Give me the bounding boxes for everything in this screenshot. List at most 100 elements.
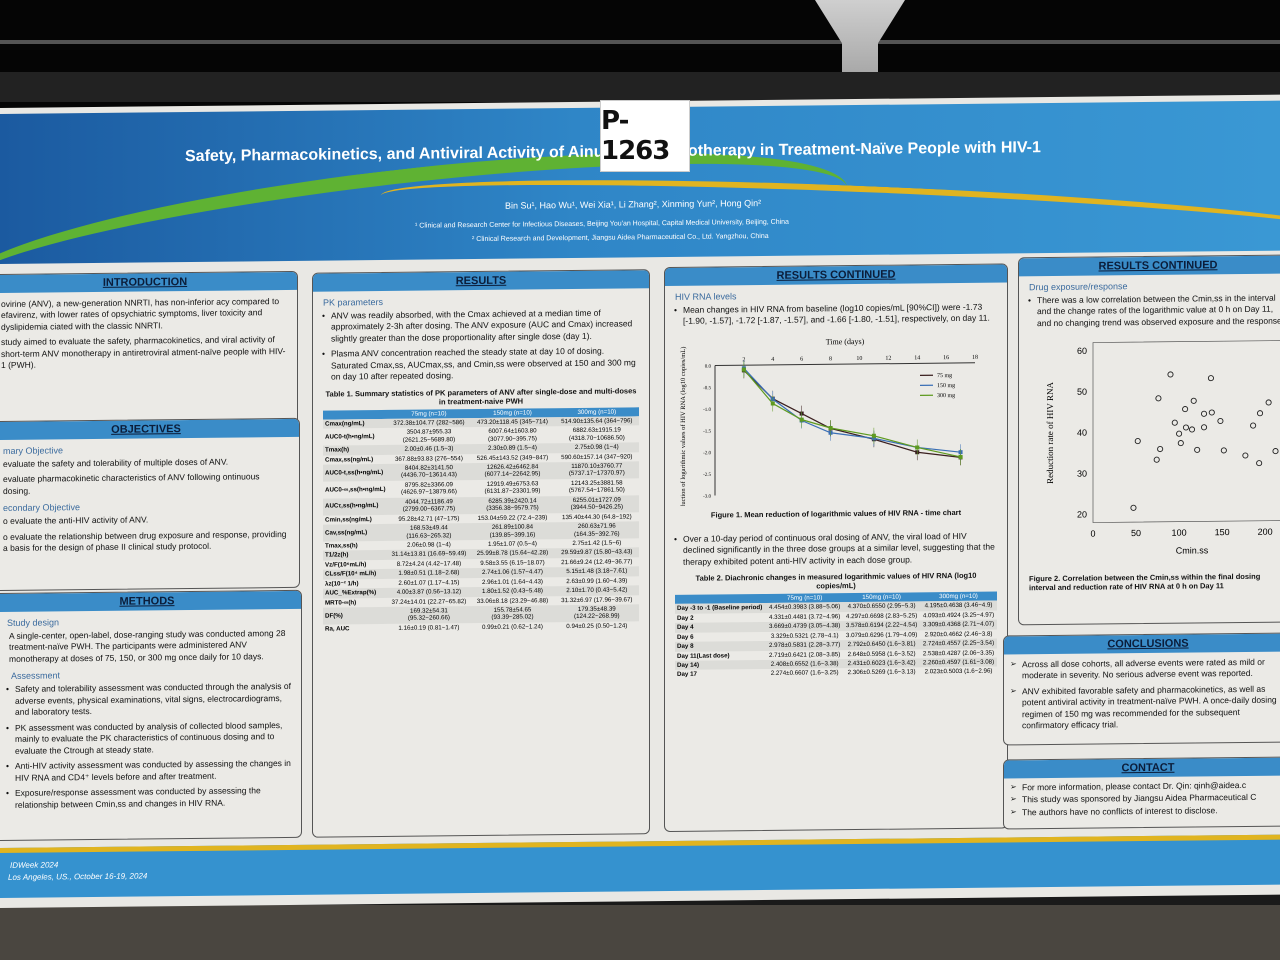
table-cell: 3504.87±955.33 (2621.25~5689.80) <box>402 428 456 444</box>
x-tick-label: 8 <box>829 356 832 362</box>
data-point <box>770 401 775 406</box>
table-cell: 12143.25±3881.58 (5767.54~17861.50) <box>568 479 625 495</box>
table-cell: 155.78±54.65 (93.39~285.02) <box>470 605 555 623</box>
objectives-section: OBJECTIVES mary Objective evaluate the s… <box>0 417 300 592</box>
y-tick-label: 60 <box>1077 346 1087 356</box>
scatter-point <box>1256 460 1263 467</box>
y-axis-title: Reduction of logarithmic values of HIV R… <box>680 346 687 505</box>
results-continued-section-2: RESULTS CONTINUED Drug exposure/response… <box>1018 254 1280 626</box>
assessment-label: Assessment <box>11 670 61 682</box>
plot-frame <box>1092 340 1280 524</box>
scatter-point <box>1130 505 1137 512</box>
x-axis-title: Cmin.ss <box>1176 546 1209 556</box>
exposure-bullet: There was a low correlation between the … <box>1037 293 1280 330</box>
scatter-point <box>1177 440 1184 447</box>
row-label: AUC0-t(h•ng/mL) <box>325 433 375 441</box>
intro-paragraph: ovirine (ANV), a new-generation NNRTI, h… <box>1 296 280 332</box>
poster-footer: IDWeek 2024 Los Angeles, US., October 16… <box>0 834 1280 898</box>
table1-caption: Table 1. Summary statistics of PK parame… <box>325 386 637 407</box>
y-tick-label: -3.0 <box>703 494 711 499</box>
scatter-point <box>1182 406 1189 413</box>
scatter-point <box>1265 399 1272 406</box>
table-cell: 12626.42±6462.84 (6077.14~22642.95) <box>470 462 555 480</box>
floor <box>0 905 1280 960</box>
viral-load-bullet: Over a 10-day period of continuous oral … <box>683 530 997 568</box>
pk-bullet: ANV was readily absorbed, with the Cmax … <box>331 307 639 345</box>
scatter-point <box>1134 438 1141 445</box>
y-axis-title: Reduction rate of HIV RNA <box>1045 382 1055 484</box>
objective-item: evaluate the safety and tolerability of … <box>3 456 229 469</box>
objectives-heading: OBJECTIVES <box>0 418 299 441</box>
scatter-point <box>1201 411 1208 418</box>
conclusions-heading: CONCLUSIONS <box>1004 633 1280 655</box>
row-label: AUCτ,ss(h•ng/mL) <box>323 497 388 516</box>
hiv-rna-time-chart: Time (days) 2 4 6 8 10 12 14 16 18 0.0 -0.5 -1.0 -1.5… <box>680 337 978 515</box>
y-tick-label: -1.5 <box>703 429 711 434</box>
results-heading: RESULTS <box>313 270 649 292</box>
table-cell: 169.32±54.31 (95.32~260.66) <box>387 606 471 624</box>
introduction-section: INTRODUCTION ovirine (ANV), a new-genera… <box>0 270 298 430</box>
ceiling-rail <box>0 40 1280 44</box>
scatter-point <box>1171 420 1178 427</box>
series-line-150mg <box>743 367 961 453</box>
row-label: Day 17 <box>677 671 697 679</box>
scatter-point <box>1208 409 1215 416</box>
pk-parameters-label: PK parameters <box>323 296 384 308</box>
legend-label: 75 mg <box>937 373 952 379</box>
conclusion-item: Across all dose cohorts, all adverse eve… <box>1022 657 1280 683</box>
data-point <box>958 454 963 459</box>
table-cell: 168.53±49.44 (116.63~265.32) <box>387 523 471 541</box>
row-label: Cav,ss(ng/mL) <box>323 524 388 542</box>
data-point <box>828 425 833 430</box>
table-cell: 0.99±0.21 (0.62~1.24) <box>481 623 543 631</box>
series-line-75mg <box>743 369 961 458</box>
figure2-caption: Figure 2. Correlation between the Cmin,s… <box>1029 572 1261 593</box>
y-tick-label: 20 <box>1077 510 1087 520</box>
table-cell: 6255.01±1727.09 (3944.50~9426.25) <box>554 495 639 513</box>
table-cell: 6285.39±2420.14 (3356.38~9579.75) <box>470 495 555 514</box>
scatter-point <box>1272 448 1279 455</box>
conclusions-section: CONCLUSIONS Across all dose cohorts, all… <box>1003 632 1280 746</box>
scatter-point <box>1242 452 1249 459</box>
x-tick-label: 12 <box>885 356 891 362</box>
y-tick-label: -2.0 <box>703 451 711 456</box>
scatter-point <box>1153 457 1160 464</box>
primary-objective-label: mary Objective <box>3 445 64 456</box>
x-tick-label: 0 <box>1090 529 1095 539</box>
methods-section: METHODS Study design A single-center, op… <box>0 589 302 842</box>
table-cell: 8795.82±3366.09 (4626.97~13879.66) <box>400 481 457 497</box>
scatter-point <box>1167 371 1174 378</box>
poster: Safety, Pharmacokinetics, and Antiviral … <box>0 94 1280 908</box>
scatter-point <box>1250 422 1257 430</box>
objective-item: evaluate pharmacokinetic characteristics… <box>3 471 260 496</box>
methods-heading: METHODS <box>0 590 301 613</box>
legend-label: 300 mg <box>937 393 955 399</box>
table2-caption: Table 2. Diachronic changes in measured … <box>695 571 977 591</box>
exposure-response-scatter: 0 50 100 150 200 20 30 40 50 60 Cmin.ss Reduction r… <box>1045 340 1280 556</box>
table-cell: 0.94±0.25 (0.50~1.24) <box>566 622 628 630</box>
results-continued-heading: RESULTS CONTINUED <box>1019 255 1280 277</box>
row-label: Ra, AUC <box>325 625 350 633</box>
y-tick-label: 30 <box>1077 469 1087 479</box>
table-cell: 4044.72±1186.49 (2799.00~6367.75) <box>387 496 471 515</box>
scatter-point <box>1194 447 1201 454</box>
x-tick-label: 150 <box>1215 528 1230 538</box>
hiv-rna-bullet: Mean changes in HIV RNA from baseline (l… <box>683 302 997 328</box>
data-point <box>741 367 746 372</box>
scatter-point <box>1157 446 1164 453</box>
x-tick-label: 6 <box>800 357 803 363</box>
table-row: Ra, AUC 1.16±0.19 (0.81~1.47) 0.99±0.21 (0… <box>323 621 639 634</box>
drug-exposure-label: Drug exposure/response <box>1029 281 1128 293</box>
figure1-caption: Figure 1. Mean reduction of logarithmic … <box>710 507 962 520</box>
x-tick-label: 18 <box>972 355 978 361</box>
x-tick-label: 200 <box>1258 527 1273 537</box>
conference-name: IDWeek 2024 <box>10 860 59 870</box>
study-design-text: A single-center, open-label, dose-rangin… <box>9 628 286 664</box>
study-design-label: Study design <box>7 617 60 628</box>
y-tick-label: -1.0 <box>703 408 711 413</box>
y-tick-label: -2.5 <box>703 473 711 478</box>
series-line-300mg <box>743 369 961 458</box>
scatter-point <box>1220 447 1227 454</box>
pk-parameters-table: 75mg (n=10) 150mg (n=10) 300mg (n=10) Cmax(… <box>323 407 639 634</box>
scatter-point <box>1190 398 1197 405</box>
